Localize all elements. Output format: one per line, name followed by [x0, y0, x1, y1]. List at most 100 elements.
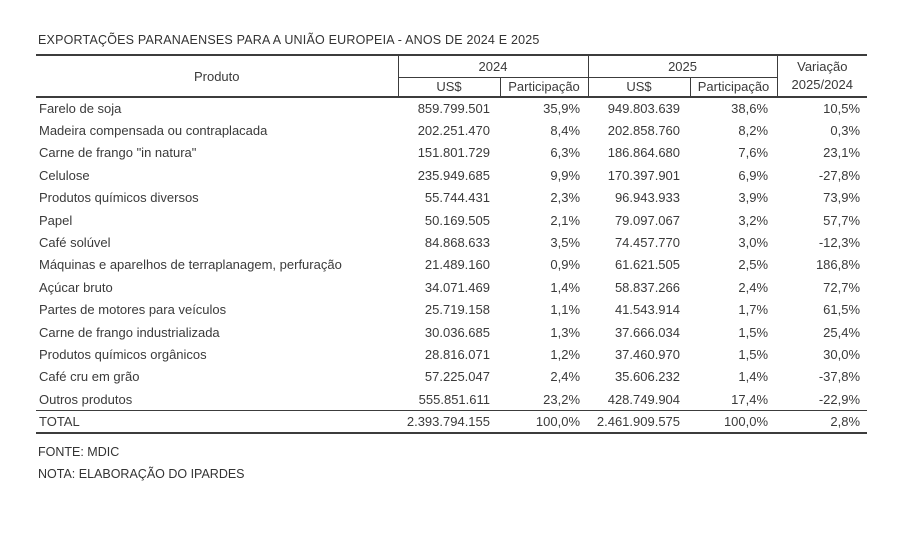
exports-table: Produto 2024 2025 Variação 2025/2024 US$…	[36, 54, 868, 435]
variation-cell: -12,3%	[818, 235, 861, 251]
share-2024-cell: 2,3%	[550, 190, 581, 206]
product-cell: TOTAL	[36, 409, 398, 435]
share-2024-cell: 35,9%	[543, 101, 581, 117]
usd-2025-cell: 37.460.970	[614, 346, 681, 362]
col-group-2024: 2024	[398, 54, 589, 78]
share-2025-cell: 6,9%	[738, 167, 769, 183]
share-2024-cell: 1,2%	[550, 346, 581, 362]
table-row: Celulose 235.949.685 9,9% 170.397.901 6,9% -2…	[36, 164, 867, 186]
usd-2024-cell: 2.393.794.155	[398, 409, 500, 435]
table-row: Madeira compensada ou contraplacada 202.2…	[36, 119, 867, 141]
usd-2024-cell: 21.489.160	[424, 257, 490, 273]
variation-label-line1: Variação	[797, 59, 848, 75]
usd-2024-cell: 151.801.729	[417, 145, 490, 161]
share-2024-cell: 2,1%	[550, 212, 581, 228]
variation-cell: 23,1%	[823, 145, 861, 161]
col-header-share-2024: Participação	[500, 77, 589, 98]
product-cell: Produtos químicos diversos	[39, 190, 199, 206]
product-cell: Produtos químicos orgânicos	[39, 346, 207, 362]
variation-cell: 10,5%	[823, 101, 861, 117]
usd-2024-cell: 25.719.158	[424, 302, 490, 318]
share-2024-cell: 0,9%	[550, 257, 581, 273]
usd-2025-cell: 2.461.909.575	[588, 409, 691, 435]
share-2024-cell: 6,3%	[550, 145, 581, 161]
product-cell: Máquinas e aparelhos de terraplanagem, p…	[39, 257, 342, 273]
source-note: FONTE: MDIC	[38, 445, 120, 460]
usd-2024-cell: 555.851.611	[418, 391, 490, 407]
elaboration-note: NOTA: ELABORAÇÃO DO IPARDES	[38, 467, 245, 482]
usd-2025-cell: 96.943.933	[614, 190, 681, 206]
product-cell: Partes de motores para veículos	[39, 302, 227, 318]
share-2025-cell: 100,0%	[690, 409, 778, 435]
usd-2025-cell: 949.803.639	[607, 101, 681, 117]
usd-2024-cell: 84.868.633	[424, 235, 490, 251]
header-sub-row: US$ Participação US$ Participação	[36, 77, 867, 98]
col-header-usd-2025: US$	[588, 77, 691, 98]
table-row: Carne de frango "in natura" 151.801.729 6,…	[36, 142, 867, 164]
usd-2025-cell: 186.864.680	[607, 145, 681, 161]
variation-cell: 61,5%	[823, 302, 861, 318]
usd-2024-cell: 28.816.071	[424, 346, 490, 362]
table-row: Máquinas e aparelhos de terraplanagem, p…	[36, 254, 867, 276]
share-2025-cell: 3,9%	[738, 190, 769, 206]
product-cell: Celulose	[39, 167, 90, 183]
usd-2024-cell: 57.225.047	[424, 369, 490, 385]
share-2024-cell: 1,1%	[550, 302, 581, 318]
variation-cell: -37,8%	[818, 369, 861, 385]
usd-2024-cell: 50.169.505	[424, 212, 490, 228]
share-2024-cell: 1,3%	[550, 324, 581, 340]
variation-label-line2: 2025/2024	[791, 77, 853, 92]
usd-2025-cell: 37.666.034	[614, 324, 681, 340]
header-group-row: Produto 2024 2025 Variação 2025/2024	[36, 54, 868, 98]
usd-2025-cell: 428.749.904	[607, 391, 681, 407]
table-row: Produtos químicos diversos 55.744.431 2,3%…	[36, 187, 867, 209]
product-cell: Café solúvel	[39, 235, 111, 251]
share-2025-cell: 8,2%	[738, 123, 769, 139]
table-row: Carne de frango industrializada 30.036.68…	[36, 321, 867, 343]
product-cell: Carne de frango industrializada	[39, 324, 220, 340]
table-row: Produtos químicos orgânicos 28.816.071 1,2…	[36, 343, 867, 365]
usd-2024-cell: 235.949.685	[417, 167, 490, 183]
variation-cell: 73,9%	[823, 190, 861, 206]
variation-cell: 72,7%	[823, 279, 861, 295]
usd-2024-cell: 202.251.470	[417, 123, 490, 139]
product-cell: Outros produtos	[39, 391, 133, 407]
usd-2024-cell: 34.071.469	[424, 279, 490, 295]
share-2025-cell: 1,7%	[738, 302, 769, 318]
product-cell: Carne de frango "in natura"	[39, 145, 197, 161]
share-2024-cell: 8,4%	[550, 123, 581, 139]
share-2024-cell: 1,4%	[550, 279, 581, 295]
usd-2024-cell: 30.036.685	[424, 324, 490, 340]
col-group-2025: 2025	[588, 54, 778, 78]
share-2025-cell: 3,2%	[738, 212, 769, 228]
share-2025-cell: 7,6%	[738, 145, 769, 161]
share-2025-cell: 2,5%	[738, 257, 769, 273]
variation-cell: 2,8%	[777, 409, 868, 435]
product-cell: Café cru em grão	[39, 369, 140, 385]
col-header-usd-2024: US$	[398, 77, 501, 98]
usd-2025-cell: 74.457.770	[614, 235, 681, 251]
share-2024-cell: 100,0%	[500, 409, 589, 435]
usd-2025-cell: 61.621.505	[614, 257, 681, 273]
variation-cell: -22,9%	[818, 391, 861, 407]
variation-cell: 0,3%	[830, 123, 861, 139]
table-body: Farelo de soja 859.799.501 35,9% 949.803.63…	[36, 97, 868, 435]
share-2024-cell: 3,5%	[550, 235, 581, 251]
share-2025-cell: 1,4%	[738, 369, 769, 385]
total-row: TOTAL 2.393.794.155 100,0% 2.461.909.575 100…	[36, 409, 868, 435]
product-cell: Madeira compensada ou contraplacada	[39, 123, 268, 139]
variation-cell: 186,8%	[815, 257, 861, 273]
variation-cell: -27,8%	[818, 167, 861, 183]
variation-cell: 30,0%	[823, 346, 861, 362]
usd-2024-cell: 55.744.431	[424, 190, 490, 206]
table-row: Farelo de soja 859.799.501 35,9% 949.803.63…	[36, 97, 867, 119]
share-2024-cell: 9,9%	[550, 167, 581, 183]
usd-2024-cell: 859.799.501	[417, 101, 490, 117]
table-row: Papel 50.169.505 2,1% 79.097.067 3,2% 57,7%	[36, 209, 867, 231]
variation-cell: 57,7%	[823, 212, 861, 228]
product-cell: Farelo de soja	[39, 101, 122, 117]
usd-2025-cell: 58.837.266	[614, 279, 681, 295]
share-2025-cell: 38,6%	[731, 101, 769, 117]
product-cell: Açúcar bruto	[39, 279, 113, 295]
